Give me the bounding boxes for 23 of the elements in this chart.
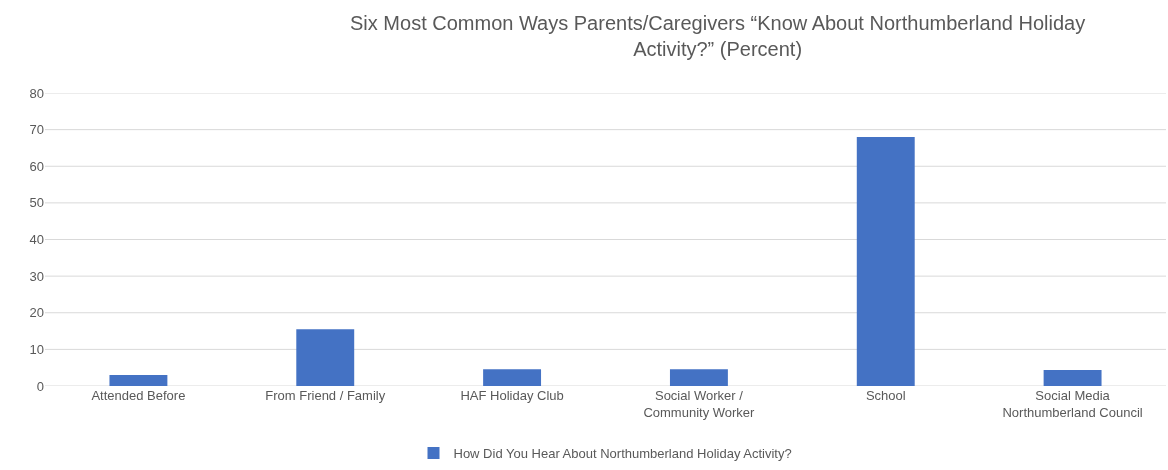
bar (856, 136, 915, 386)
y-tick-label: 30 (29, 268, 44, 284)
legend-label: How Did You Hear About Northumberland Holiday Activity? (453, 446, 792, 462)
y-tick-label: 0 (36, 378, 44, 394)
y-tick-label: 50 (29, 195, 44, 211)
y-tick-label: 80 (29, 85, 44, 101)
y-tick-label: 20 (29, 305, 44, 321)
y-tick-label: 10 (29, 341, 44, 357)
x-tick-label: School (865, 388, 906, 403)
y-tick-label: 40 (29, 232, 44, 248)
chart-title: Six Most Common Ways Parents/Caregivers “Know About Northumberland Holiday Activity?” (Percent) (350, 12, 1086, 60)
bar (1043, 369, 1102, 386)
bar (483, 369, 542, 386)
y-tick-label: 70 (29, 122, 44, 138)
y-tick-label: 60 (29, 158, 44, 174)
x-tick-label: Social Media Northumberland Council (1002, 388, 1143, 420)
bar (109, 375, 168, 386)
bar (296, 329, 355, 386)
x-tick-label: From Friend / Family (265, 388, 386, 403)
x-tick-label: Attended Before (91, 388, 186, 403)
x-tick-label: Social Worker / Community Worker (643, 388, 756, 420)
bar (669, 369, 728, 386)
x-tick-label: HAF Holiday Club (460, 388, 564, 403)
